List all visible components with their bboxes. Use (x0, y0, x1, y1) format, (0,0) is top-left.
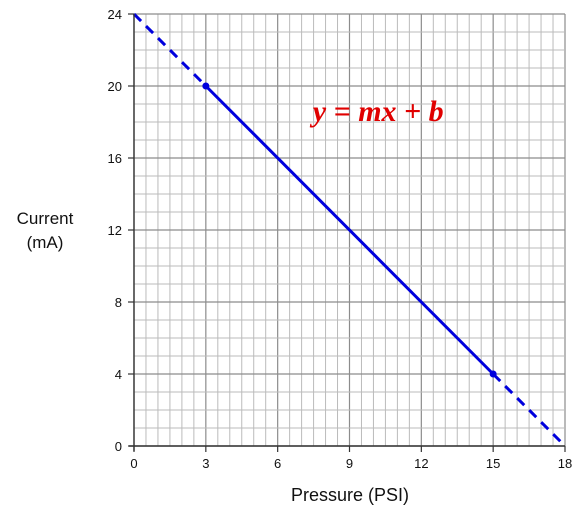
series-layer (132, 12, 567, 448)
y-tick-label: 4 (115, 367, 122, 382)
data-point (202, 82, 210, 90)
axes (128, 13, 566, 452)
x-axis-label: Pressure (PSI) (291, 485, 409, 505)
y-tick-label: 20 (108, 79, 122, 94)
x-tick-label: 15 (486, 456, 500, 471)
x-tick-label: 9 (346, 456, 353, 471)
x-tick-label: 18 (558, 456, 572, 471)
y-axis-label-line-2: (mA) (27, 233, 64, 252)
y-tick-label: 16 (108, 151, 122, 166)
y-axis-label-line-1: Current (17, 209, 74, 228)
y-tick-label: 8 (115, 295, 122, 310)
y-tick-label: 24 (108, 7, 122, 22)
y-tick-label: 0 (115, 439, 122, 454)
x-tick-label: 0 (130, 456, 137, 471)
y-tick-label: 12 (108, 223, 122, 238)
tick-labels: 0 3 6 9 12 15 18 0 4 8 12 16 20 24 (108, 7, 573, 471)
x-tick-label: 3 (202, 456, 209, 471)
x-tick-label: 12 (414, 456, 428, 471)
series-line-solid (204, 84, 495, 376)
equation-annotation: y = mx + b (310, 95, 444, 128)
data-point (489, 370, 497, 378)
x-tick-label: 6 (274, 456, 281, 471)
